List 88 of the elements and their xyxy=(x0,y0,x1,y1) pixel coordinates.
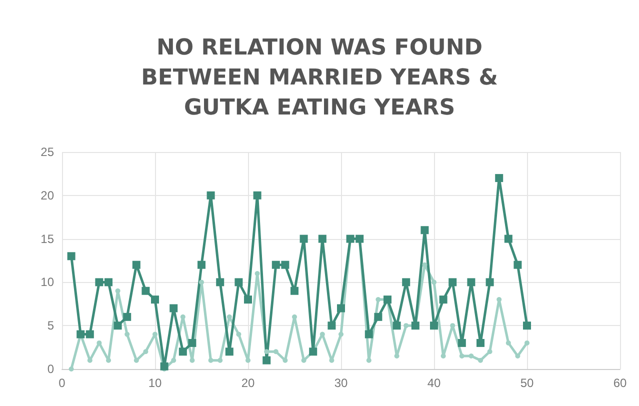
point xyxy=(206,191,215,200)
y-tick-label: 5 xyxy=(47,318,54,333)
point xyxy=(86,330,94,338)
point xyxy=(476,338,484,347)
point xyxy=(246,358,250,363)
point xyxy=(439,296,448,304)
point xyxy=(199,280,204,285)
y-tick-label: 20 xyxy=(40,188,54,202)
point xyxy=(171,358,176,363)
point xyxy=(198,260,206,269)
point xyxy=(506,340,511,346)
point xyxy=(458,338,466,347)
point xyxy=(208,358,214,363)
point xyxy=(151,296,159,304)
point xyxy=(178,348,187,356)
point xyxy=(430,322,438,330)
x-tick-label: 10 xyxy=(148,376,162,390)
point xyxy=(467,278,476,286)
point xyxy=(253,191,262,200)
point xyxy=(468,353,474,358)
point xyxy=(366,358,372,363)
point xyxy=(420,226,429,234)
point xyxy=(273,349,278,354)
point xyxy=(448,278,457,286)
point xyxy=(524,340,530,346)
point xyxy=(402,278,410,286)
point xyxy=(115,288,120,294)
x-tick-label: 40 xyxy=(427,376,441,390)
point xyxy=(124,332,130,337)
x-tick-label: 0 xyxy=(58,376,66,390)
point xyxy=(432,280,436,285)
point xyxy=(104,278,112,286)
point xyxy=(236,332,242,337)
point xyxy=(180,314,186,320)
point xyxy=(264,349,270,354)
point xyxy=(300,234,308,243)
chart-title: NO RELATION WAS FOUND BETWEEN MARRIED YEARS & GUTKA EATING YEARS xyxy=(141,36,498,120)
point xyxy=(523,322,531,330)
point xyxy=(376,297,381,302)
point xyxy=(478,358,483,363)
point xyxy=(504,234,512,243)
point xyxy=(422,262,428,268)
point xyxy=(106,358,111,363)
x-tick-label: 50 xyxy=(520,376,534,390)
point xyxy=(225,348,234,356)
point xyxy=(318,234,326,243)
y-tick-label: 25 xyxy=(40,145,54,159)
point xyxy=(142,286,150,295)
point xyxy=(281,260,290,269)
point xyxy=(114,322,122,330)
point xyxy=(272,260,280,269)
point xyxy=(170,304,178,312)
point xyxy=(132,260,140,269)
point xyxy=(486,278,494,286)
point xyxy=(364,330,373,338)
point xyxy=(338,332,344,337)
point xyxy=(218,358,223,363)
point xyxy=(374,312,382,321)
point xyxy=(234,278,243,286)
point xyxy=(290,286,298,295)
point xyxy=(123,312,132,321)
point xyxy=(262,356,271,364)
point xyxy=(143,349,148,354)
point xyxy=(328,322,336,330)
point xyxy=(244,296,252,304)
point xyxy=(459,353,464,358)
point xyxy=(292,314,297,320)
point xyxy=(404,323,409,328)
point xyxy=(190,358,195,363)
point xyxy=(95,278,104,286)
point xyxy=(514,260,522,269)
point xyxy=(487,349,492,354)
point xyxy=(67,252,76,260)
point xyxy=(337,304,345,312)
x-tick-label: 60 xyxy=(613,376,627,390)
y-tick-label: 0 xyxy=(47,362,54,376)
y-tick-label: 10 xyxy=(40,275,54,290)
point xyxy=(226,314,232,320)
x-tick-label: 20 xyxy=(241,376,255,390)
point xyxy=(188,338,196,347)
y-tick-label: 15 xyxy=(40,232,54,246)
point xyxy=(216,278,224,286)
x-tick-label: 30 xyxy=(334,376,348,390)
point xyxy=(515,353,520,358)
point xyxy=(392,322,401,330)
point xyxy=(160,362,168,370)
point xyxy=(68,366,74,372)
point xyxy=(495,174,504,182)
